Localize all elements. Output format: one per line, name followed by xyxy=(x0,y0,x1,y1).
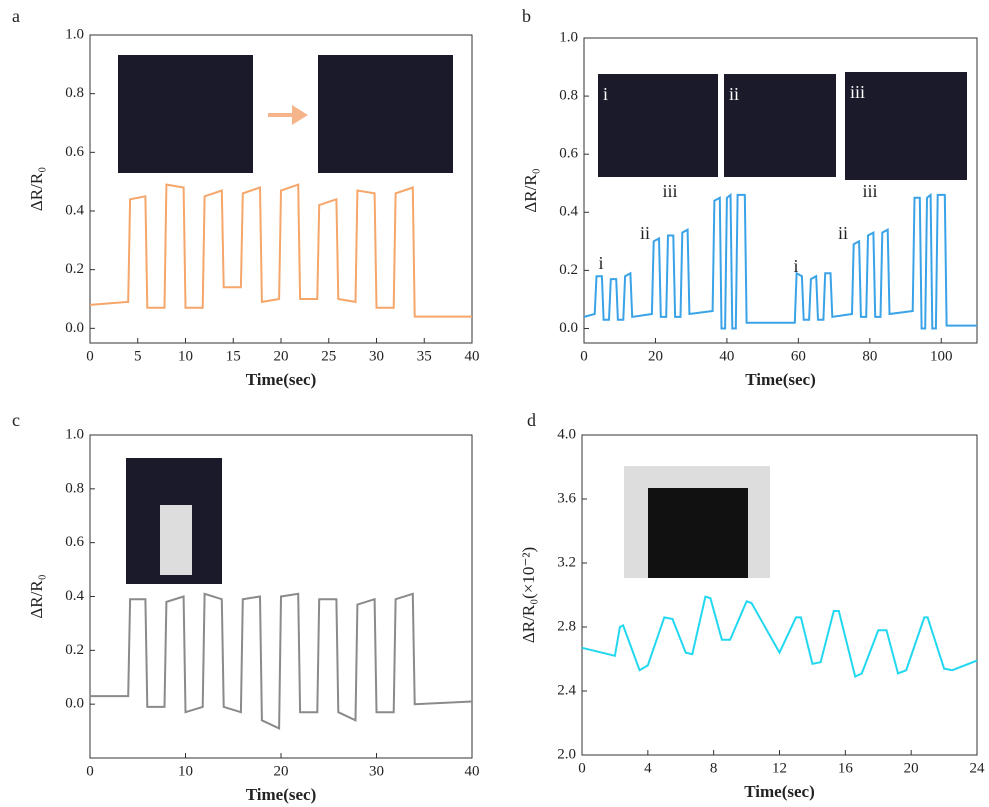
annotation: ii xyxy=(640,223,650,243)
photo-label: ii xyxy=(729,84,739,104)
y-tick-label: 0.2 xyxy=(65,642,84,658)
x-axis-label: Time(sec) xyxy=(744,782,815,801)
y-tick-label: 0.0 xyxy=(65,696,84,712)
x-axis-label: Time(sec) xyxy=(745,370,816,389)
y-tick-label: 0.8 xyxy=(65,480,84,496)
x-tick-label: 40 xyxy=(465,763,480,779)
x-tick-label: 20 xyxy=(274,348,289,364)
annotation: iii xyxy=(662,181,677,201)
x-tick-label: 8 xyxy=(710,760,718,776)
y-tick-label: 4.0 xyxy=(557,426,576,442)
y-tick-label: 0.4 xyxy=(65,202,84,218)
data-line xyxy=(90,592,473,730)
y-tick-label: 1.0 xyxy=(65,26,84,42)
annotation: i xyxy=(793,256,798,276)
photo-label: iii xyxy=(850,82,865,102)
data-line xyxy=(583,192,977,330)
x-tick-label: 60 xyxy=(791,348,806,364)
annotation: i xyxy=(598,253,603,273)
x-tick-label: 20 xyxy=(648,348,663,364)
y-tick-label: 1.0 xyxy=(65,426,84,442)
x-tick-label: 80 xyxy=(862,348,877,364)
y-tick-label: 0.6 xyxy=(559,146,578,162)
y-tick-label: 0.4 xyxy=(65,588,84,604)
photo xyxy=(118,55,253,173)
y-axis-label: ΔR/R₀ xyxy=(27,167,46,211)
y-axis-label: ΔR/R₀ xyxy=(521,168,540,212)
photo xyxy=(318,55,453,173)
y-tick-label: 0.8 xyxy=(65,85,84,101)
arrow xyxy=(268,105,308,125)
photo-label: i xyxy=(603,84,608,104)
photo xyxy=(845,72,967,180)
x-tick-label: 16 xyxy=(838,760,854,776)
y-tick-label: 2.0 xyxy=(557,746,576,762)
x-axis-label: Time(sec) xyxy=(246,370,317,389)
y-axis-label: ΔR/R₀(×10⁻²) xyxy=(519,547,538,643)
x-tick-label: 20 xyxy=(274,763,289,779)
photo xyxy=(598,74,718,177)
x-tick-label: 12 xyxy=(772,760,787,776)
panel-label: d xyxy=(527,410,536,430)
x-axis-label: Time(sec) xyxy=(246,785,317,804)
y-tick-label: 1.0 xyxy=(559,29,578,45)
y-tick-label: 2.4 xyxy=(557,682,576,698)
x-tick-label: 0 xyxy=(578,760,586,776)
y-tick-label: 0.2 xyxy=(65,261,84,277)
panel-label: c xyxy=(12,410,20,430)
data-line xyxy=(581,595,978,679)
x-tick-label: 20 xyxy=(904,760,919,776)
x-tick-label: 4 xyxy=(644,760,652,776)
annotation: iii xyxy=(862,181,877,201)
y-tick-label: 0.4 xyxy=(559,204,578,220)
plot-frame xyxy=(583,37,978,344)
sensor xyxy=(160,505,192,575)
photo xyxy=(724,74,836,177)
y-tick-label: 0.6 xyxy=(65,534,84,550)
y-tick-label: 0.2 xyxy=(559,262,578,278)
photo-detail xyxy=(648,488,748,578)
x-tick-label: 10 xyxy=(178,763,193,779)
x-tick-label: 24 xyxy=(970,760,986,776)
x-tick-label: 40 xyxy=(719,348,734,364)
y-tick-label: 0.8 xyxy=(559,88,578,104)
y-tick-label: 3.6 xyxy=(557,490,576,506)
y-tick-label: 3.2 xyxy=(557,554,576,570)
annotation: ii xyxy=(838,223,848,243)
x-tick-label: 25 xyxy=(321,348,336,364)
panel-label: a xyxy=(12,6,20,26)
x-tick-label: 30 xyxy=(369,348,384,364)
x-tick-label: 0 xyxy=(86,348,94,364)
y-tick-label: 2.8 xyxy=(557,618,576,634)
panel-label: b xyxy=(522,6,531,26)
x-tick-label: 0 xyxy=(86,763,94,779)
x-tick-label: 0 xyxy=(580,348,588,364)
x-tick-label: 10 xyxy=(178,348,193,364)
y-tick-label: 0.6 xyxy=(65,144,84,160)
data-line xyxy=(89,183,472,318)
y-tick-label: 0.0 xyxy=(65,320,84,336)
y-tick-label: 0.0 xyxy=(559,320,578,336)
x-tick-label: 15 xyxy=(226,348,241,364)
x-tick-label: 100 xyxy=(930,348,953,364)
x-tick-label: 40 xyxy=(465,348,480,364)
x-tick-label: 35 xyxy=(417,348,432,364)
x-tick-label: 30 xyxy=(369,763,384,779)
x-tick-label: 5 xyxy=(134,348,142,364)
y-axis-label: ΔR/R₀ xyxy=(27,574,46,618)
